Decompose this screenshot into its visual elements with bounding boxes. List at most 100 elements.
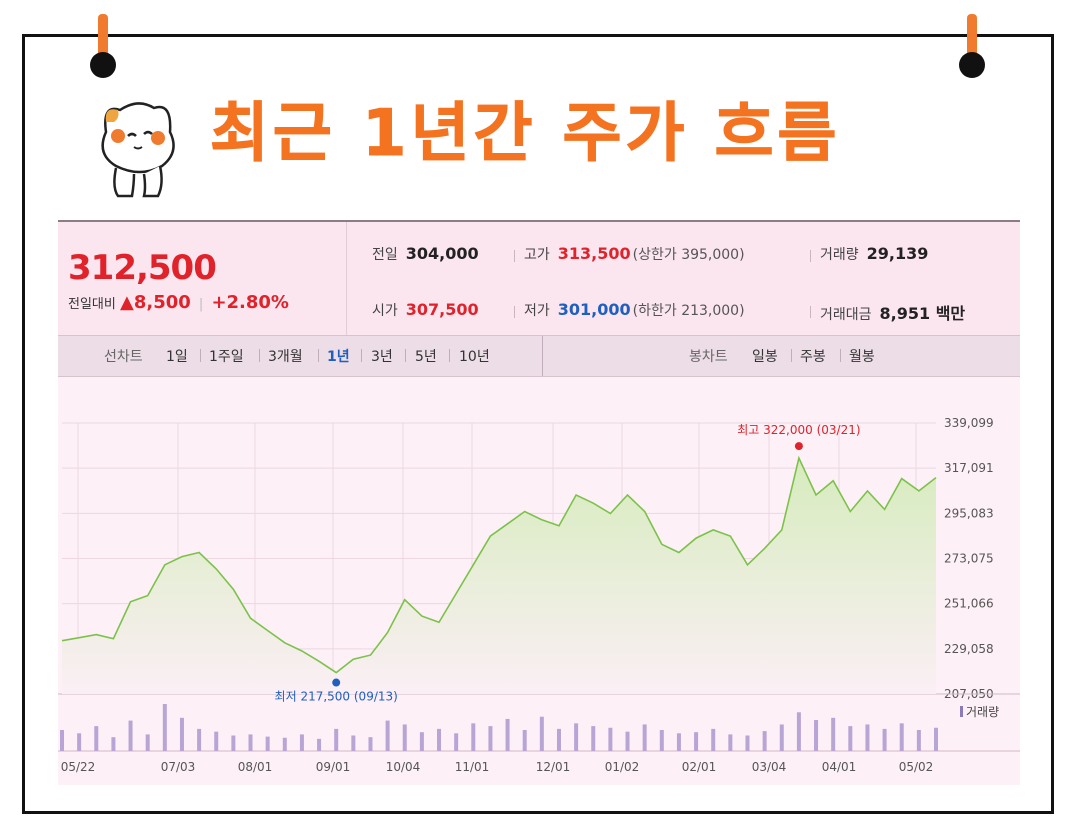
volume-bar	[437, 728, 442, 751]
volume-bar	[368, 737, 373, 751]
volume-bar	[145, 734, 150, 751]
x-tick-label: 02/01	[682, 760, 717, 774]
x-tick-label: 05/02	[899, 760, 934, 774]
volume-bar	[865, 724, 870, 751]
price-area	[62, 458, 936, 694]
volume-bar	[694, 732, 699, 751]
volume-bar	[848, 726, 853, 751]
max-point	[794, 442, 803, 451]
volume-bar	[162, 704, 167, 751]
price-change: 전일대비 ▲8,500 | +2.80%	[68, 292, 289, 313]
y-tick-label: 251,066	[944, 597, 994, 611]
volume-bar	[471, 723, 476, 751]
volume-bar	[77, 733, 82, 751]
volume-legend-swatch	[960, 706, 963, 717]
tab-3y[interactable]: 3년	[371, 349, 393, 365]
candle-chart-label: 봉차트	[689, 349, 728, 365]
volume-bar	[711, 728, 716, 751]
volume-bar	[111, 737, 116, 751]
volume-bar	[299, 734, 304, 751]
y-tick-label: 229,058	[944, 642, 994, 656]
cat-mascot-icon	[101, 102, 175, 198]
x-tick-label: 03/04	[752, 760, 787, 774]
current-price: 312,500	[68, 248, 217, 288]
right-pin-head-icon	[959, 52, 985, 78]
tab-daily[interactable]: 일봉	[752, 349, 778, 365]
volume-bar	[659, 729, 664, 751]
x-tick-label: 04/01	[822, 760, 857, 774]
volume-bar	[60, 729, 64, 751]
volume-bar	[214, 731, 219, 751]
volume-bar	[899, 723, 904, 751]
volume-bar	[676, 733, 681, 751]
tab-1y[interactable]: 1년	[327, 349, 350, 365]
volume-bar	[831, 717, 836, 751]
chart-tabs: 선차트 1일 1주일 3개월 1년 3년 5년 10년 봉차트 일봉 주봉 월봉	[58, 335, 1020, 377]
line-chart-label: 선차트	[104, 349, 143, 365]
volume-bar	[796, 712, 801, 751]
right-pin-icon	[967, 14, 977, 62]
volume-bar	[608, 727, 613, 751]
change-label: 전일대비	[68, 297, 116, 312]
volume-bar	[522, 729, 527, 751]
change-percent: +2.80%	[211, 292, 289, 313]
change-value: ▲8,500	[119, 292, 191, 313]
price-chart: 339,099 317,091 295,083 273,075 251,066 229,0…	[58, 416, 1020, 774]
tab-monthly[interactable]: 월봉	[849, 349, 875, 365]
volume-bar	[197, 728, 202, 751]
tab-1w[interactable]: 1주일	[209, 349, 244, 365]
volume-bar	[591, 726, 596, 751]
volume-bar	[351, 735, 356, 751]
volume-bar	[814, 720, 819, 751]
price-line	[61, 455, 937, 674]
volume-bar	[419, 732, 424, 751]
max-annotation: 최고 322,000 (03/21)	[737, 423, 860, 437]
volume-bar	[385, 720, 390, 751]
volume-bar	[231, 735, 236, 751]
current-price-box: 312,500 전일대비 ▲8,500 | +2.80%	[58, 222, 347, 337]
min-annotation: 최저 217,500 (09/13)	[275, 690, 398, 704]
tab-3m[interactable]: 3개월	[268, 349, 303, 365]
x-tick-label: 07/03	[161, 760, 196, 774]
volume-bar	[556, 728, 561, 751]
volume-bar	[334, 728, 339, 751]
volume-bar	[916, 729, 921, 751]
x-tick-label: 08/01	[238, 760, 273, 774]
volume-bar	[539, 716, 544, 751]
x-tick-label: 09/01	[316, 760, 351, 774]
volume-bar	[882, 728, 887, 751]
volume-bar	[625, 731, 630, 751]
volume-bar	[94, 726, 99, 751]
price-summary: 312,500 전일대비 ▲8,500 | +2.80% 전일 304,000 시…	[58, 220, 1020, 337]
y-tick-label: 273,075	[944, 552, 994, 566]
volume-bar	[265, 736, 270, 751]
tab-10y[interactable]: 10년	[459, 349, 490, 365]
tab-1d[interactable]: 1일	[166, 349, 188, 365]
volume-bar	[402, 724, 407, 751]
x-tick-label: 11/01	[455, 760, 490, 774]
tab-weekly[interactable]: 주봉	[800, 349, 826, 365]
prev-close: 전일 304,000	[372, 244, 479, 263]
open-price: 시가 307,500	[372, 300, 479, 319]
volume-legend-label: 거래량	[966, 705, 999, 719]
min-point	[332, 678, 341, 687]
volume-bar	[779, 724, 784, 751]
low-price: 저가 301,000 (하한가 213,000)	[524, 300, 745, 319]
volume-bar	[934, 727, 938, 751]
volume-bar	[762, 731, 767, 751]
x-tick-label: 10/04	[386, 760, 421, 774]
y-tick-label: 339,099	[944, 416, 994, 430]
trade-amount: 거래대금 8,951 백만	[820, 304, 966, 323]
trade-volume: 거래량 29,139	[820, 244, 929, 263]
volume-bar	[317, 738, 322, 751]
page-title: 최근 1년간 주가 흐름	[209, 97, 841, 171]
volume-bar	[454, 733, 459, 751]
tab-5y[interactable]: 5년	[415, 349, 437, 365]
y-tick-label: 317,091	[944, 461, 994, 475]
volume-bar	[282, 737, 287, 751]
volume-bar	[248, 734, 253, 751]
high-price: 고가 313,500 (상한가 395,000)	[524, 244, 745, 263]
stock-panel: 312,500 전일대비 ▲8,500 | +2.80% 전일 304,000 시…	[58, 220, 1020, 785]
volume-bar	[128, 720, 133, 751]
x-tick-label: 12/01	[536, 760, 571, 774]
